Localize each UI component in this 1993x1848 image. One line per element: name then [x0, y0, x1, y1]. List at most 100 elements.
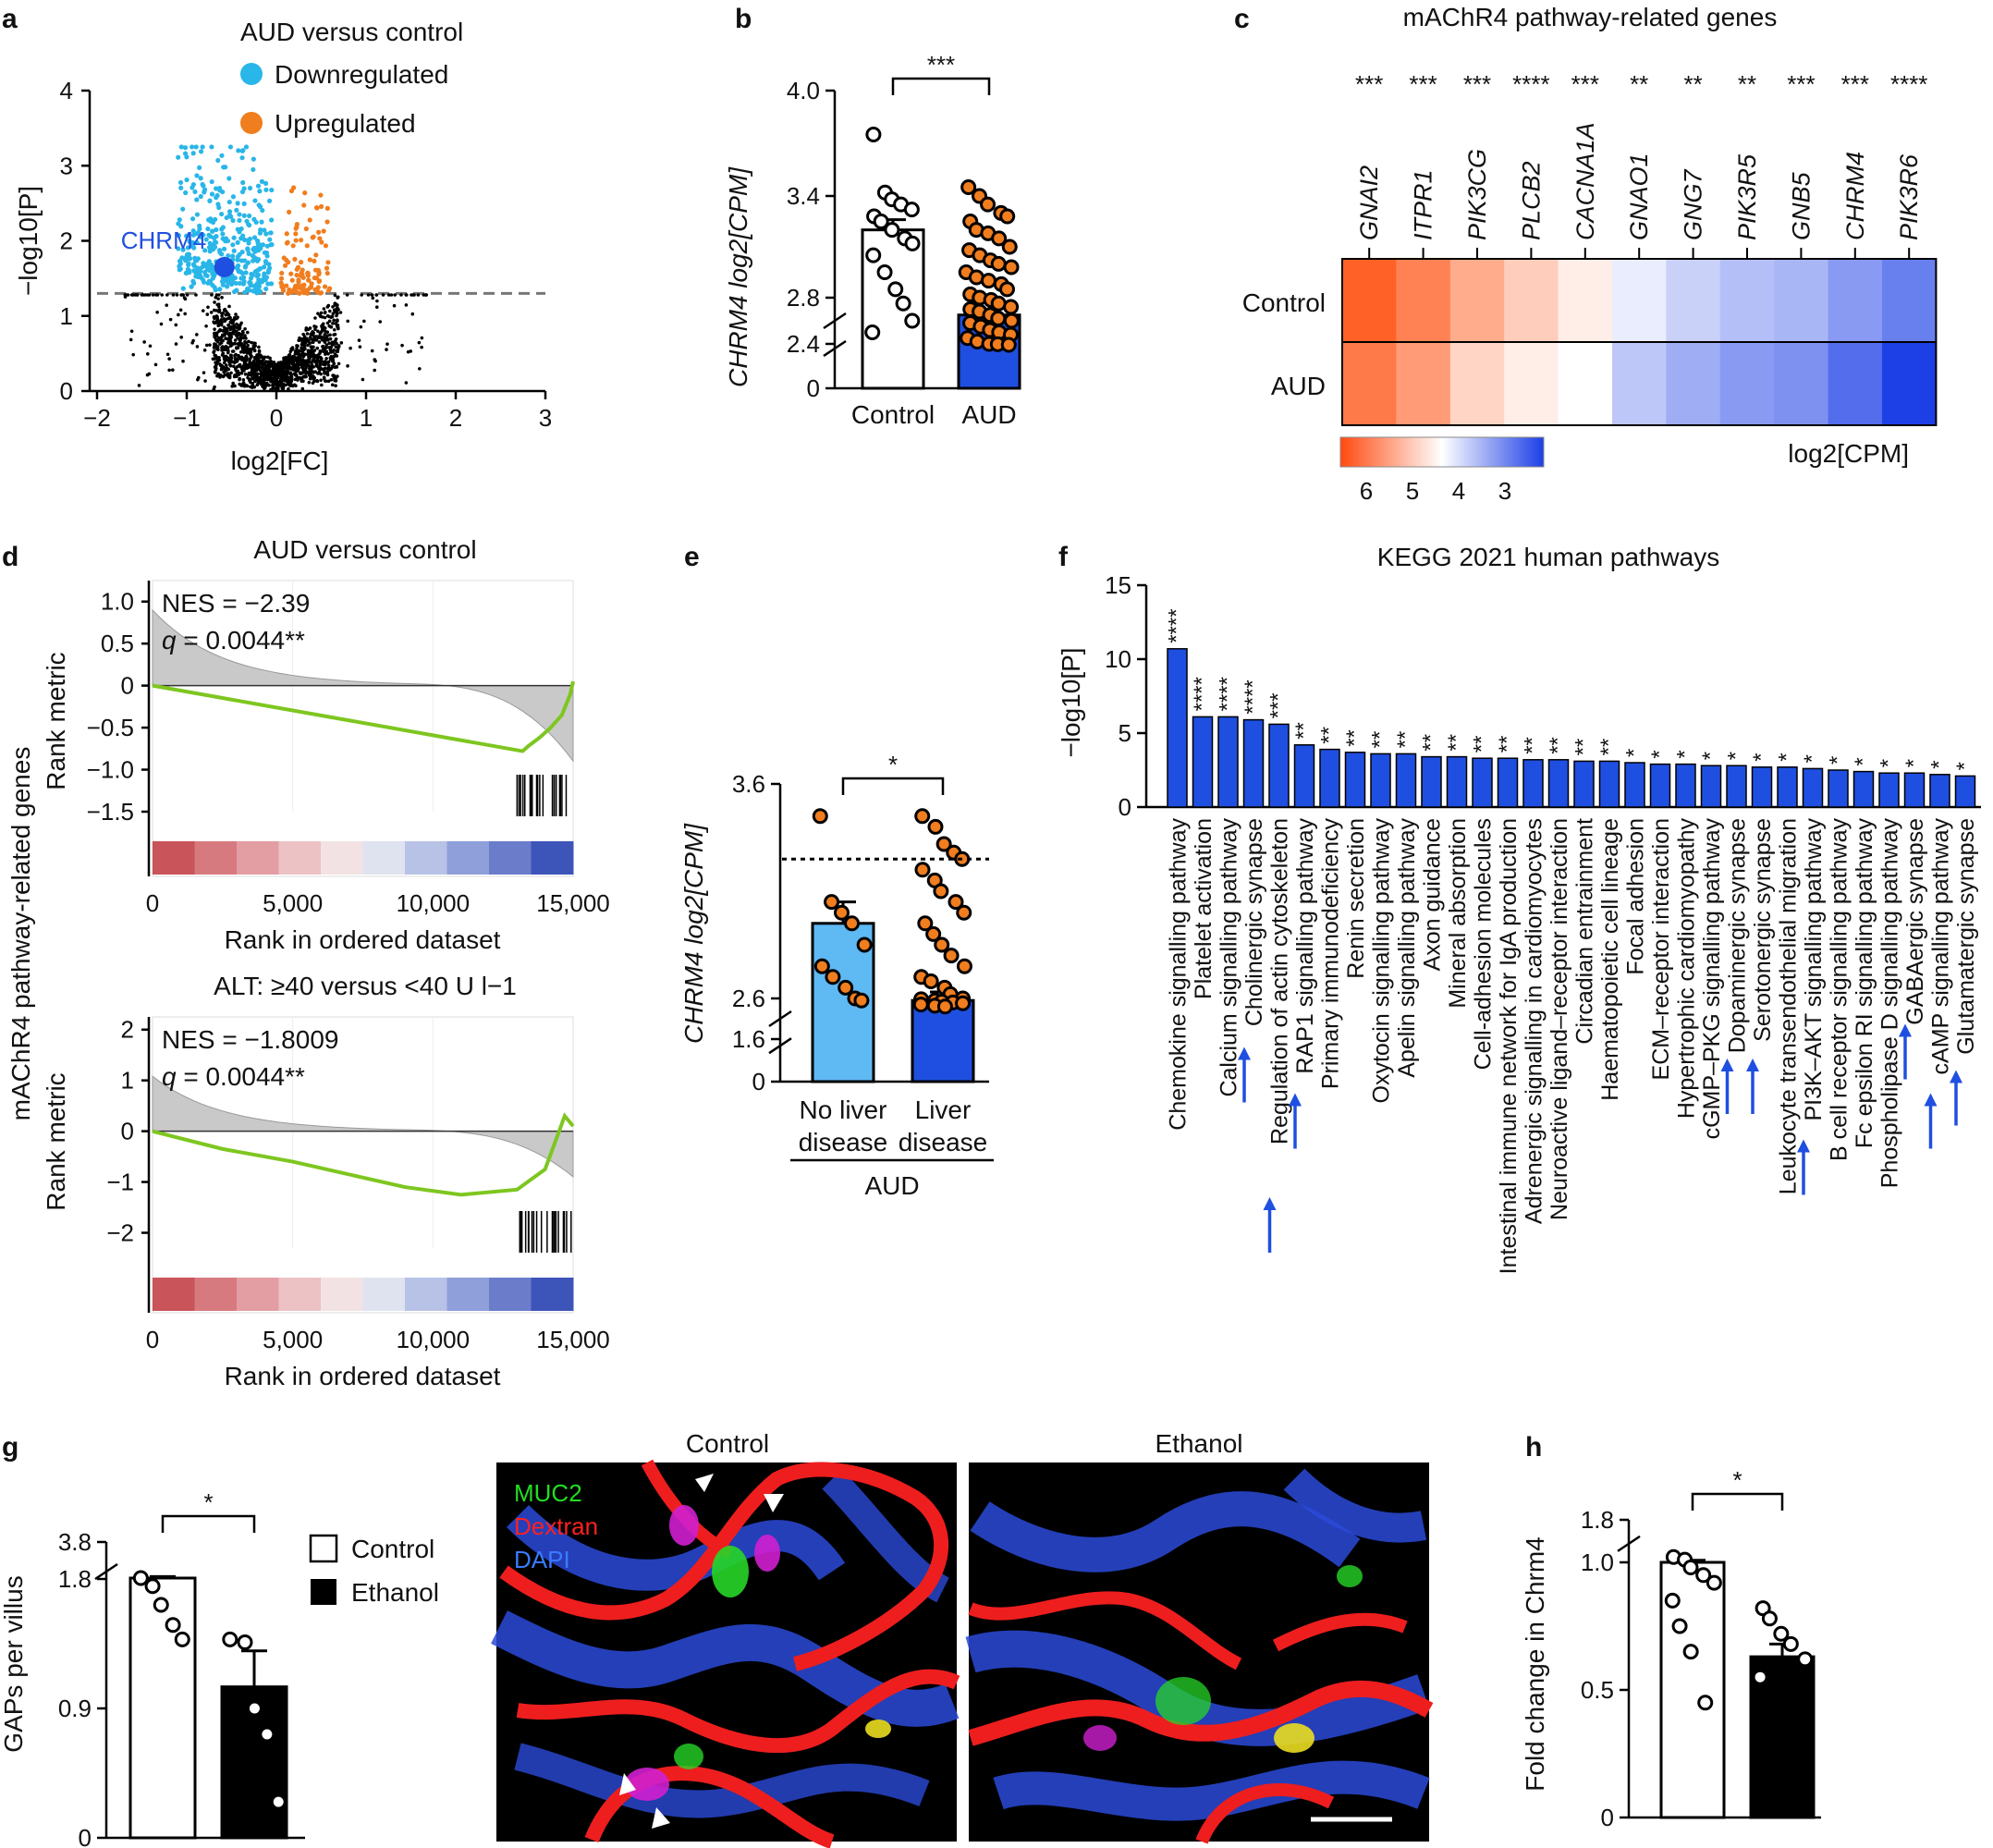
point-ns [179, 335, 184, 339]
point-down [212, 244, 218, 250]
point-ns [300, 351, 304, 356]
point-ns [247, 339, 251, 344]
point-ns [336, 374, 339, 378]
y-tick-label: 0 [1119, 793, 1131, 821]
point-down [268, 242, 274, 248]
point-ns [287, 361, 292, 365]
point-down [193, 270, 199, 275]
point-down [229, 278, 235, 285]
point-down [235, 201, 240, 206]
point-down [205, 226, 211, 232]
gene-label: PLCB2 [1517, 161, 1545, 240]
point-ns [317, 340, 322, 344]
rank-color-cell [405, 1278, 447, 1311]
point-ns [128, 337, 133, 342]
point-ns [333, 378, 336, 383]
bar [1726, 765, 1747, 808]
point-ns [308, 370, 312, 373]
point-up [324, 219, 330, 225]
point-up [284, 231, 289, 237]
point-ns [417, 340, 422, 345]
point-down [192, 255, 198, 261]
point-ns [370, 349, 374, 353]
point-ns [336, 296, 340, 300]
bar-stars: *** [1266, 692, 1291, 718]
point-ns [168, 317, 173, 322]
point-up [293, 238, 299, 243]
point-ns [226, 340, 230, 345]
point-down [207, 198, 213, 203]
point-ns [171, 293, 176, 297]
point-ns [312, 375, 316, 380]
stain-dextran-label: Dextran [514, 1512, 598, 1540]
point-ns [212, 315, 216, 319]
point-ns [219, 341, 224, 345]
bar-stars: * [1851, 757, 1876, 765]
point-ns [249, 354, 253, 358]
gene-label: PIK3CG [1463, 149, 1491, 240]
point-ns [263, 355, 267, 360]
data-point [812, 808, 828, 825]
point-ns [236, 369, 240, 373]
point-down [240, 179, 246, 186]
point-down [251, 156, 256, 162]
category-label: AUD [961, 400, 1016, 429]
point-ns [333, 293, 337, 298]
point-ns [227, 362, 232, 367]
point-ns [252, 379, 257, 384]
point-ns [326, 379, 331, 384]
point-up [294, 273, 300, 278]
point-ns [300, 376, 303, 380]
point-down [177, 259, 183, 264]
point-ns [153, 362, 158, 367]
point-down [200, 264, 205, 270]
point-ns [336, 345, 341, 349]
point-down [197, 234, 203, 239]
point-down [179, 255, 185, 261]
point-up [312, 258, 317, 263]
point-ns [316, 312, 320, 315]
point-down [227, 144, 234, 150]
data-point [1695, 1567, 1712, 1584]
point-ns [221, 351, 226, 356]
point-ns [226, 329, 229, 333]
x-tick-label: 15,000 [536, 1326, 610, 1353]
point-ns [404, 293, 409, 297]
bar [1852, 770, 1875, 808]
point-ns [252, 375, 256, 379]
point-down [190, 241, 196, 247]
heat-cell [1828, 259, 1883, 342]
point-ns [336, 318, 339, 323]
point-ns [287, 386, 290, 391]
panel-g-ylabel: GAPs per villus [0, 1575, 28, 1752]
point-down [245, 246, 251, 251]
point-ns [224, 337, 227, 340]
point-down [237, 217, 242, 224]
data-point [980, 196, 996, 213]
pathway-label: B cell receptor signalling pathway [1827, 818, 1852, 1162]
heat-cell [1558, 342, 1613, 425]
point-up [279, 284, 285, 289]
bar [1217, 716, 1239, 808]
data-point [903, 202, 920, 218]
point-ns [214, 295, 218, 300]
panel-b-bar: CHRM4 log2[CPM] 0 2.4 2.8 3.4 4.0 Control AUD *… [724, 51, 1021, 429]
point-down [197, 165, 202, 170]
point-ns [333, 352, 337, 356]
x-tick-label: 10,000 [397, 1326, 471, 1353]
y-tick-label: −1 [106, 1169, 134, 1196]
point-down [194, 239, 200, 246]
bar [1649, 763, 1671, 808]
data-point [144, 1578, 161, 1595]
bar-stars: **** [1190, 677, 1215, 711]
point-down [220, 231, 226, 237]
rank-color-cell [278, 1278, 322, 1311]
bar [1421, 755, 1442, 808]
bar-stars: * [1901, 759, 1926, 767]
data-point [824, 894, 840, 911]
micrograph-control-title: Control [686, 1429, 769, 1458]
pathway-label: Phospholipase D signalling pathway [1877, 818, 1903, 1189]
pathway-label: Adrenergic signalling in cardiomyocytes [1522, 818, 1547, 1224]
point-down [231, 289, 238, 295]
pathway-label: Primary immunodeficiency [1318, 818, 1344, 1090]
